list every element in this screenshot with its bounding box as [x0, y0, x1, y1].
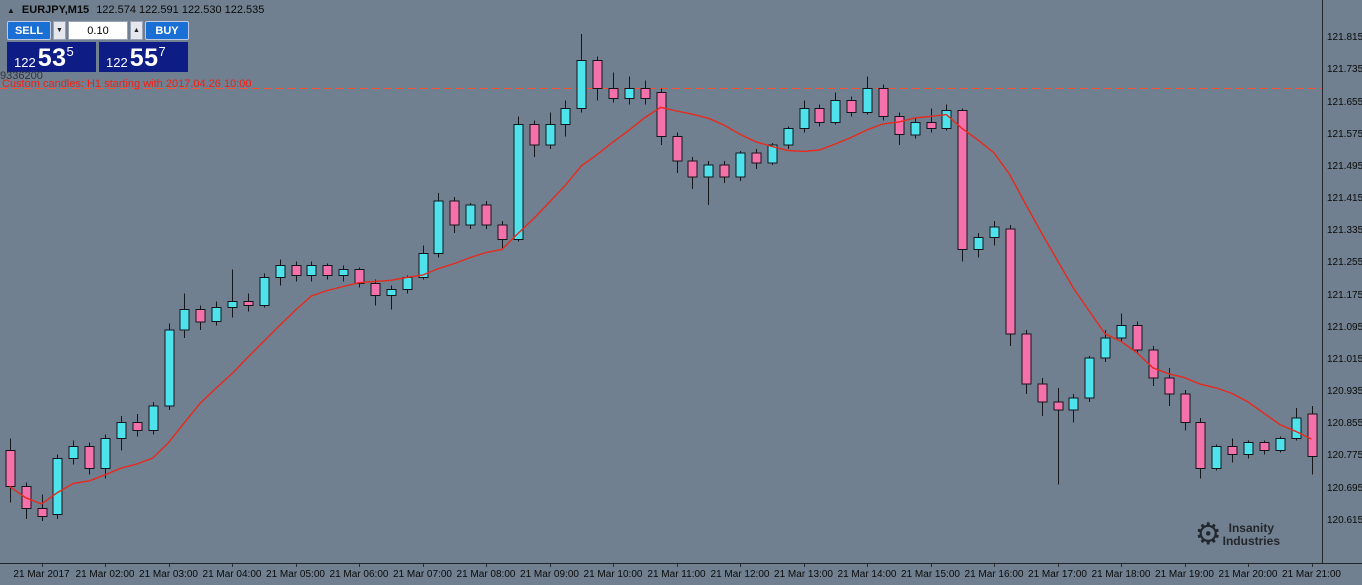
time-axis-label: 21 Mar 10:00: [583, 569, 643, 580]
time-axis-tick: [359, 564, 360, 567]
time-axis-label: 21 Mar 04:00: [202, 569, 262, 580]
buy-price-big: 55: [129, 44, 159, 72]
price-axis-label: 121.255: [1327, 257, 1362, 269]
time-axis-label: 21 Mar 19:00: [1155, 569, 1214, 580]
time-axis-label: 21 Mar 14:00: [837, 569, 897, 580]
time-axis-tick: [486, 564, 487, 567]
watermark-line2: Industries: [1222, 534, 1280, 548]
sell-price-sup: 5: [66, 44, 74, 59]
price-axis-label: 121.415: [1327, 193, 1362, 205]
price-axis-label: 120.855: [1327, 418, 1362, 430]
watermark-text: Insanity Industries: [1223, 522, 1280, 548]
time-axis-label: 21 Mar 18:00: [1091, 569, 1151, 580]
time-axis-tick: [549, 564, 551, 567]
price-axis-label: 120.615: [1327, 514, 1362, 526]
time-axis-tick: [930, 564, 932, 567]
time-axis-tick: [1311, 564, 1313, 567]
time-axis-tick: [295, 564, 297, 567]
lot-increase-button[interactable]: ▲: [130, 21, 143, 40]
time-axis-tick: [232, 564, 233, 567]
time-axis-label: 21 Mar 06:00: [329, 569, 389, 580]
time-axis-label: 21 Mar 11:00: [647, 569, 706, 580]
trade-panel-quotes: 122 53 5 122 55 7: [7, 42, 189, 72]
time-axis-tick: [41, 564, 43, 567]
time-axis-label: 21 Mar 08:00: [456, 569, 516, 580]
trade-panel-controls: SELL ▼ ▲ BUY: [7, 21, 189, 40]
price-axis[interactable]: 121.815 121.735 121.655 121.575 121.495 121.4…: [1322, 0, 1362, 563]
time-axis-label: 21 Mar 09:00: [520, 569, 579, 580]
watermark-line1: Insanity: [1228, 521, 1274, 535]
symbol-label: EURJPY,M15: [21, 4, 90, 16]
candles: [5, 34, 1318, 521]
time-axis[interactable]: 21 Mar 2017 21 Mar 02:00 21 Mar 03:00 21 Ma…: [0, 563, 1362, 585]
symbol-info: ▲ EURJPY,M15 122.574 122.591 122.530 122…: [7, 4, 264, 16]
price-axis-label: 121.815: [1327, 32, 1362, 44]
time-axis-tick: [676, 564, 678, 567]
time-axis-tick: [1121, 564, 1122, 567]
time-axis-tick: [168, 564, 170, 567]
buy-price-prefix: 122: [106, 55, 128, 70]
one-click-trading-panel: SELL ▼ ▲ BUY 122 53 5 122 55 7: [7, 21, 189, 72]
time-axis-tick: [1057, 564, 1059, 567]
time-axis-tick: [1184, 564, 1186, 567]
chart-plot-area[interactable]: ▲ EURJPY,M15 122.574 122.591 122.530 122…: [0, 0, 1322, 563]
buy-button[interactable]: BUY: [145, 21, 189, 40]
time-axis-tick: [994, 564, 995, 567]
sell-quote-panel[interactable]: 122 53 5: [7, 42, 96, 72]
moving-average-line: [9, 106, 1312, 505]
sell-price-prefix: 122: [14, 55, 36, 70]
time-axis-label: 21 Mar 20:00: [1218, 569, 1278, 580]
time-axis-label: 21 Mar 07:00: [393, 569, 452, 580]
price-axis-label: 120.935: [1327, 386, 1362, 398]
lot-size-input[interactable]: [68, 21, 128, 40]
price-axis-label: 120.775: [1327, 450, 1362, 462]
broker-watermark: ⚙ Insanity Industries: [1195, 520, 1280, 550]
price-axis-label: 121.495: [1327, 160, 1362, 172]
time-axis-tick: [1248, 564, 1249, 567]
sell-price-big: 53: [37, 44, 67, 72]
time-axis-label: 21 Mar 13:00: [774, 569, 833, 580]
time-axis-label: 21 Mar 15:00: [901, 569, 960, 580]
time-axis-label: 21 Mar 02:00: [75, 569, 135, 580]
sell-button[interactable]: SELL: [7, 21, 51, 40]
time-axis-label: 21 Mar 21:00: [1282, 569, 1341, 580]
price-axis-label: 120.695: [1327, 482, 1362, 494]
gear-icon: ⚙: [1194, 518, 1222, 551]
price-axis-label: 121.575: [1327, 128, 1362, 140]
buy-quote-panel[interactable]: 122 55 7: [99, 42, 188, 72]
ohlc-values: 122.574 122.591 122.530 122.535: [96, 4, 265, 16]
candlestick-chart[interactable]: [0, 0, 1322, 563]
time-axis-tick: [613, 564, 614, 567]
buy-price-sup: 7: [158, 44, 166, 59]
chart-symbol-icon: ▲: [7, 5, 15, 15]
time-axis-tick: [105, 564, 106, 567]
time-axis-label: 21 Mar 17:00: [1028, 569, 1087, 580]
account-number-watermark: 9336200: [0, 70, 43, 82]
time-axis-tick: [867, 564, 868, 567]
time-axis-label: 21 Mar 03:00: [139, 569, 198, 580]
time-axis-label: 21 Mar 2017: [13, 569, 70, 580]
time-axis-label: 21 Mar 16:00: [964, 569, 1024, 580]
time-axis-label: 21 Mar 12:00: [710, 569, 770, 580]
time-axis-tick: [803, 564, 805, 567]
lot-decrease-button[interactable]: ▼: [53, 21, 66, 40]
time-axis-label: 21 Mar 05:00: [266, 569, 325, 580]
custom-candles-note: Custom candles: H1 starting with 2017.04…: [2, 78, 252, 90]
price-axis-label: 121.175: [1327, 289, 1362, 301]
price-axis-label: 121.335: [1327, 225, 1362, 237]
price-axis-label: 121.735: [1327, 64, 1362, 76]
time-axis-tick: [740, 564, 741, 567]
time-axis-tick: [422, 564, 424, 567]
price-axis-label: 121.015: [1327, 353, 1362, 365]
price-axis-label: 121.655: [1327, 96, 1362, 108]
price-axis-label: 121.095: [1327, 321, 1362, 333]
